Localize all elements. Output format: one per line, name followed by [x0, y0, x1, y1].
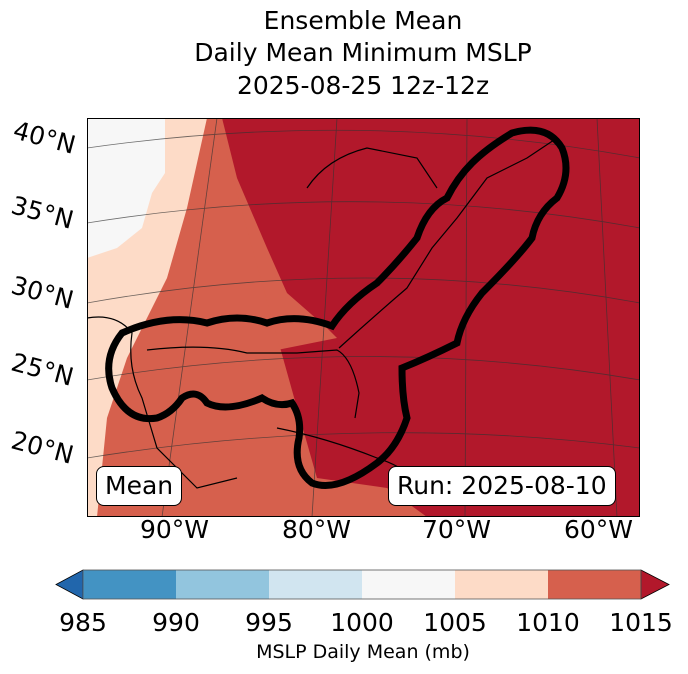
- colorbar-under-arrow: [55, 569, 84, 600]
- map: [87, 118, 640, 517]
- lon-label-90w: 90°W: [140, 515, 210, 544]
- lon-label-80w: 80°W: [282, 515, 352, 544]
- colorbar-bin-990-995: [176, 570, 269, 599]
- colorbar-bin-985-990: [83, 570, 176, 599]
- lat-label-40: 40°N: [10, 115, 79, 160]
- map-frame: [87, 118, 640, 517]
- colorbar-tick-1015: 1015: [609, 608, 673, 637]
- title-line-1: Ensemble Mean: [263, 6, 463, 35]
- colorbar-tick-990: 990: [152, 608, 200, 637]
- lat-label-35: 35°N: [8, 190, 77, 235]
- lon-label-60w: 60°W: [564, 515, 634, 544]
- colorbar-over-arrow: [640, 569, 670, 600]
- title-line-3: 2025-08-25 12z-12z: [236, 71, 490, 100]
- lat-label-30: 30°N: [8, 270, 77, 315]
- colorbar-tick-1010: 1010: [516, 608, 580, 637]
- colorbar-tick-1005: 1005: [423, 608, 487, 637]
- colorbar-bin-1010-1015: [548, 570, 641, 599]
- mean-label: Mean: [96, 466, 183, 506]
- lat-label-20: 20°N: [8, 425, 77, 470]
- lat-label-25: 25°N: [8, 347, 77, 392]
- colorbar-bin-1005-1010: [455, 570, 548, 599]
- colorbar-tick-1000: 1000: [330, 608, 394, 637]
- run-date-label: Run: 2025-08-10: [388, 466, 616, 506]
- lon-label-70w: 70°W: [422, 515, 492, 544]
- colorbar-tick-995: 995: [245, 608, 293, 637]
- colorbar-bin-1000-1005: [362, 570, 455, 599]
- colorbar-bin-995-1000: [269, 570, 362, 599]
- colorbar-label: MSLP Daily Mean (mb): [256, 641, 470, 663]
- title-line-2: Daily Mean Minimum MSLP: [194, 38, 532, 67]
- region-1000: [87, 118, 165, 258]
- colorbar: [55, 569, 670, 600]
- colorbar-tick-985: 985: [59, 608, 107, 637]
- probability-contour: [105, 126, 570, 489]
